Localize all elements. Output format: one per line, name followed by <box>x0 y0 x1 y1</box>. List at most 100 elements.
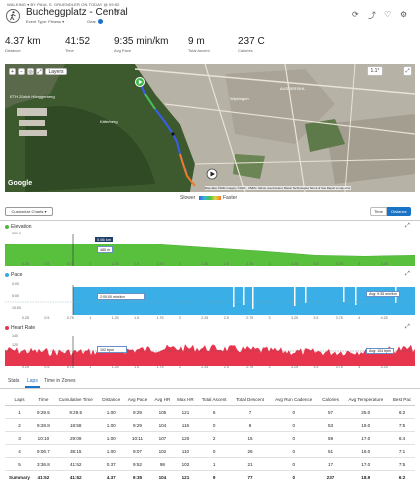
activity-map[interactable]: + − ◎ ⤢ Layers 1.1° ⤢ Google Map data ©2… <box>5 64 415 192</box>
chart-title-label: Elevation <box>11 224 32 230</box>
map-attribution[interactable]: Map data ©2021 Imagery ©2021 , CNES / Ai… <box>205 186 351 190</box>
time-toggle[interactable]: Time <box>370 207 387 216</box>
breadcrumb[interactable]: WALKING ▾ BY PAUL S. GRUENDLER ON TODAY … <box>7 2 120 7</box>
activity-title[interactable]: Bucheggplatz - Central <box>26 7 128 18</box>
table-cell: 121 <box>173 405 198 419</box>
table-cell: 59 <box>318 431 343 445</box>
pace-avg-label: Avg: 9:35 min/km <box>366 291 400 297</box>
column-header[interactable]: Avg HR <box>151 394 174 406</box>
distance-toggle[interactable]: Distance <box>387 207 411 216</box>
google-logo: Google <box>8 180 33 187</box>
table-cell: 21 <box>231 457 269 471</box>
tab-stats[interactable]: Stats <box>8 378 20 384</box>
table-cell: 8 <box>231 418 269 432</box>
table-cell: 1 <box>5 405 35 419</box>
table-cell: 57 <box>318 405 343 419</box>
table-cell: 6:4 <box>389 431 415 445</box>
table-cell: 116 <box>173 418 198 432</box>
column-header[interactable]: Cumulative Time <box>52 394 99 406</box>
hr-chart[interactable] <box>5 336 415 366</box>
table-cell: 2 <box>197 431 232 445</box>
table-row[interactable]: 2 9:28.8 18:58 1.00 9:29 104 116 0 8 0 53 19.0 7:5 <box>5 418 415 432</box>
column-header[interactable]: Avg Pace <box>123 394 152 406</box>
elevation-chart-title: Elevation <box>5 224 32 230</box>
column-header[interactable]: Time <box>34 394 53 406</box>
column-header[interactable]: Calories <box>318 394 343 406</box>
elevation-tooltip: 485 m <box>97 246 113 253</box>
column-header[interactable]: Avg Run Cadence <box>268 394 319 406</box>
table-cell: 16.0 <box>342 444 390 458</box>
table-cell: 2 <box>5 418 35 432</box>
summary-cell: 6:2 <box>398 474 406 480</box>
y-tick: 0:00 <box>12 282 19 286</box>
x-tick: 0.25 <box>22 365 29 369</box>
x-tick: 2.25 <box>201 365 209 369</box>
x-tick: 2.75 <box>246 365 254 369</box>
column-header[interactable]: Total Ascent <box>197 394 232 406</box>
zoom-in-button[interactable]: + <box>9 68 16 75</box>
column-header[interactable]: Max HR <box>173 394 198 406</box>
globe-icon[interactable]: ◎ <box>27 68 34 75</box>
column-header[interactable]: Best Pac <box>389 394 415 406</box>
x-tick: 0.75 <box>66 365 74 369</box>
x-tick: 1.75 <box>156 365 164 369</box>
table-cell: 0.37 <box>98 457 124 471</box>
elevation-chart[interactable] <box>4 234 416 268</box>
table-cell: 51 <box>318 444 343 458</box>
table-cell: 105 <box>151 405 174 419</box>
column-header[interactable]: Laps <box>5 394 35 406</box>
stat-calories: 237 C Calories <box>238 36 265 53</box>
table-cell: 38:15 <box>52 444 99 458</box>
layers-button[interactable]: Layers <box>45 68 67 75</box>
table-row[interactable]: 3 10:10 29:09 1.00 10:11 107 120 2 15 0 59 17.0 6:4 <box>5 431 415 445</box>
table-row[interactable]: 1 9:29.5 9:29.5 1.00 9:29 105 121 6 7 0 57 25.0 6:2 <box>5 405 415 419</box>
tab-time-in-zones[interactable]: Time in Zones <box>44 378 76 384</box>
elevation-x-tooltip: 0.66 km <box>95 237 114 242</box>
expand-chart-icon[interactable]: ⤢ <box>405 324 410 330</box>
customize-charts-button[interactable]: Customize Charts ▾ <box>5 207 53 216</box>
hr-chart-title: Heart Rate <box>5 325 35 331</box>
map-zoom-level[interactable]: 1.1° <box>367 66 383 76</box>
expand-chart-icon[interactable]: ⤢ <box>405 223 410 229</box>
edit-pencil-icon[interactable]: ✎ <box>115 10 121 16</box>
table-cell: 0 <box>268 457 319 471</box>
x-tick: 4.25 <box>380 316 388 320</box>
share-icon[interactable]: ⤴ <box>368 11 376 20</box>
table-cell: 6:2 <box>389 405 415 419</box>
table-cell: 9:06.7 <box>34 444 53 458</box>
x-tick: 1.75 <box>156 316 164 320</box>
sync-icon[interactable]: ⟳ <box>352 10 359 19</box>
x-tick: 4 <box>358 262 361 266</box>
table-row[interactable]: 4 9:06.7 38:15 1.00 9:07 102 110 0 26 0 51 16.0 7:1 <box>5 444 415 458</box>
gear-count-badge <box>98 19 104 25</box>
zoom-out-button[interactable]: − <box>18 68 25 75</box>
table-cell: 104 <box>151 418 174 432</box>
heart-icon[interactable]: ♡ <box>384 10 392 19</box>
stat-label: Calories <box>238 48 253 53</box>
column-header[interactable]: Avg Temperature <box>342 394 390 406</box>
x-tick: 0.75 <box>66 316 74 320</box>
table-cell: 0 <box>268 418 319 432</box>
expand-chart-icon[interactable]: ⤢ <box>405 271 410 277</box>
x-tick: 0.5 <box>44 262 50 266</box>
table-row[interactable]: 5 3:36.8 41:52 0.37 9:52 98 102 1 21 0 17 17.0 7:5 <box>5 457 415 471</box>
table-cell: 17.0 <box>342 431 390 445</box>
table-cell: 18:58 <box>52 418 99 432</box>
table-cell: 7 <box>231 405 269 419</box>
column-header[interactable]: Total Descent <box>231 394 269 406</box>
x-tick: 4.25 <box>380 262 388 266</box>
tab-laps[interactable]: Laps <box>27 378 38 384</box>
x-tick: 3.25 <box>290 365 298 369</box>
fullscreen-icon[interactable]: ⤢ <box>36 68 43 75</box>
column-header[interactable]: Distance <box>98 394 124 406</box>
expand-map-icon[interactable]: ⤢ <box>403 66 412 76</box>
gear-icon[interactable]: ⚙ <box>400 10 408 19</box>
gear-link[interactable]: Gear <box>87 19 104 25</box>
map-label: ETH Zürich Hönggerberg <box>10 94 55 99</box>
event-type-select[interactable]: Event Type: Fitness ▾ <box>26 19 65 24</box>
summary-cell: 4.37 <box>106 474 116 480</box>
pace-legend-gradient <box>199 196 221 200</box>
table-cell: 107 <box>151 431 174 445</box>
pace-chart[interactable] <box>5 285 415 317</box>
table-cell: 0 <box>197 444 232 458</box>
